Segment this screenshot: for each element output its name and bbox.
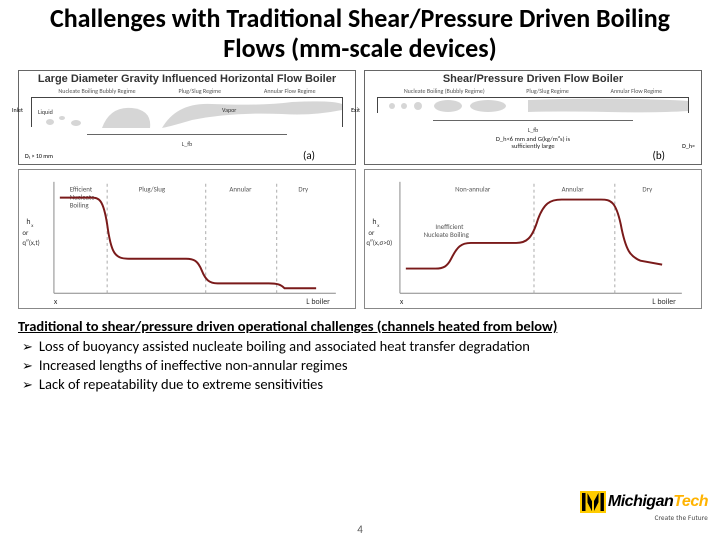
panel-a: Large Diameter Gravity Influenced Horizo… bbox=[18, 70, 356, 165]
xlabel: x bbox=[400, 297, 404, 307]
panel-b-dims: L_fb bbox=[365, 113, 701, 134]
bullet-list: Loss of buoyancy assisted nucleate boili… bbox=[18, 337, 702, 395]
lfb-label: L_fb bbox=[182, 140, 192, 148]
logo-m-icon bbox=[580, 491, 606, 513]
panel-b-note: D_h<6 mm and G(kg/m²s) is sufficiently l… bbox=[365, 134, 701, 150]
svg-text:or: or bbox=[368, 228, 375, 237]
panel-a-figlabel: (a) bbox=[303, 149, 315, 162]
exit-label: Exit bbox=[351, 106, 360, 114]
regime-label: Plug/Slug Regime bbox=[178, 87, 221, 95]
panel-b-regimes: Nucleate Boiling (Bubbly Regime) Plug/Sl… bbox=[365, 87, 701, 97]
lfb-label: L_fb bbox=[528, 126, 538, 134]
xlabel: L boiler bbox=[652, 297, 676, 307]
bullet-item: Loss of buoyancy assisted nucleate boili… bbox=[22, 337, 702, 356]
svg-text:or: or bbox=[22, 228, 29, 237]
vapor-label: Vapor bbox=[222, 106, 236, 114]
svg-text:x: x bbox=[377, 223, 380, 229]
xlabel: x bbox=[54, 297, 58, 307]
chart-row: Efficient Nucleate Boiling Plug/Slug Ann… bbox=[0, 165, 720, 309]
liquid-label: Liquid bbox=[38, 108, 53, 116]
panel-b-figlabel: (b) bbox=[653, 149, 665, 162]
panel-a-title: Large Diameter Gravity Influenced Horizo… bbox=[19, 71, 355, 87]
inlet-label: Inlet bbox=[12, 106, 23, 114]
page-number: 4 bbox=[0, 523, 720, 536]
bottom-text: Traditional to shear/pressure driven ope… bbox=[0, 309, 720, 395]
page-title: Challenges with Traditional Shear/Pressu… bbox=[0, 0, 720, 70]
svg-text:h: h bbox=[372, 217, 376, 227]
logo-text-1: Michigan bbox=[608, 493, 673, 510]
svg-text:h: h bbox=[26, 217, 30, 227]
logo-text-2: Tech bbox=[673, 493, 708, 510]
panel-b-title: Shear/Pressure Driven Flow Boiler bbox=[365, 71, 701, 87]
regime-label: Annular Flow Regime bbox=[264, 87, 316, 95]
svg-text:q″(x,σ>0): q″(x,σ>0) bbox=[366, 238, 392, 247]
chart-b: Non-annular Annular Dry Inefficient Nucl… bbox=[364, 169, 702, 309]
zone-label: Annular bbox=[562, 184, 585, 193]
regime-label: Nucleate Boiling (Bubbly Regime) bbox=[404, 87, 485, 95]
dh-label: D_h≈ bbox=[682, 142, 695, 150]
boiler-a-schematic: Liquid Vapor Inlet Exit bbox=[31, 97, 343, 127]
boiler-b-schematic bbox=[377, 97, 689, 113]
svg-text:Boiling: Boiling bbox=[70, 200, 90, 209]
zone-label: Plug/Slug bbox=[139, 184, 166, 193]
zone-label: Dry bbox=[642, 184, 653, 193]
logo-tagline: Create the Future bbox=[580, 513, 708, 522]
regime-label: Plug/Slug Regime bbox=[526, 87, 569, 95]
d1-label: D₁ > 10 mm bbox=[25, 152, 53, 160]
zone-label: Non-annular bbox=[455, 184, 491, 193]
svg-text:q″(x,t): q″(x,t) bbox=[22, 238, 39, 247]
panel-b: Shear/Pressure Driven Flow Boiler Nuclea… bbox=[364, 70, 702, 165]
zone-label: Dry bbox=[298, 184, 309, 193]
top-figure-row: Large Diameter Gravity Influenced Horizo… bbox=[0, 70, 720, 165]
regime-label: Annular Flow Regime bbox=[611, 87, 663, 95]
bullet-item: Increased lengths of ineffective non-ann… bbox=[22, 356, 702, 375]
regime-label: Nucleate Boiling Bubbly Regime bbox=[58, 87, 135, 95]
chart-a: Efficient Nucleate Boiling Plug/Slug Ann… bbox=[18, 169, 356, 309]
note-line: sufficiently large bbox=[511, 142, 554, 150]
svg-text:x: x bbox=[31, 223, 34, 229]
zone-label: Annular bbox=[229, 184, 252, 193]
svg-text:Nucleate Boiling: Nucleate Boiling bbox=[424, 230, 470, 239]
bottom-heading: Traditional to shear/pressure driven ope… bbox=[18, 317, 702, 335]
panel-a-dims: L_fb bbox=[19, 127, 355, 148]
xlabel: L boiler bbox=[306, 297, 330, 307]
bullet-item: Lack of repeatability due to extreme sen… bbox=[22, 375, 702, 394]
michigan-tech-logo: MichiganTech Create the Future bbox=[580, 491, 708, 522]
panel-a-regimes: Nucleate Boiling Bubbly Regime Plug/Slug… bbox=[19, 87, 355, 97]
